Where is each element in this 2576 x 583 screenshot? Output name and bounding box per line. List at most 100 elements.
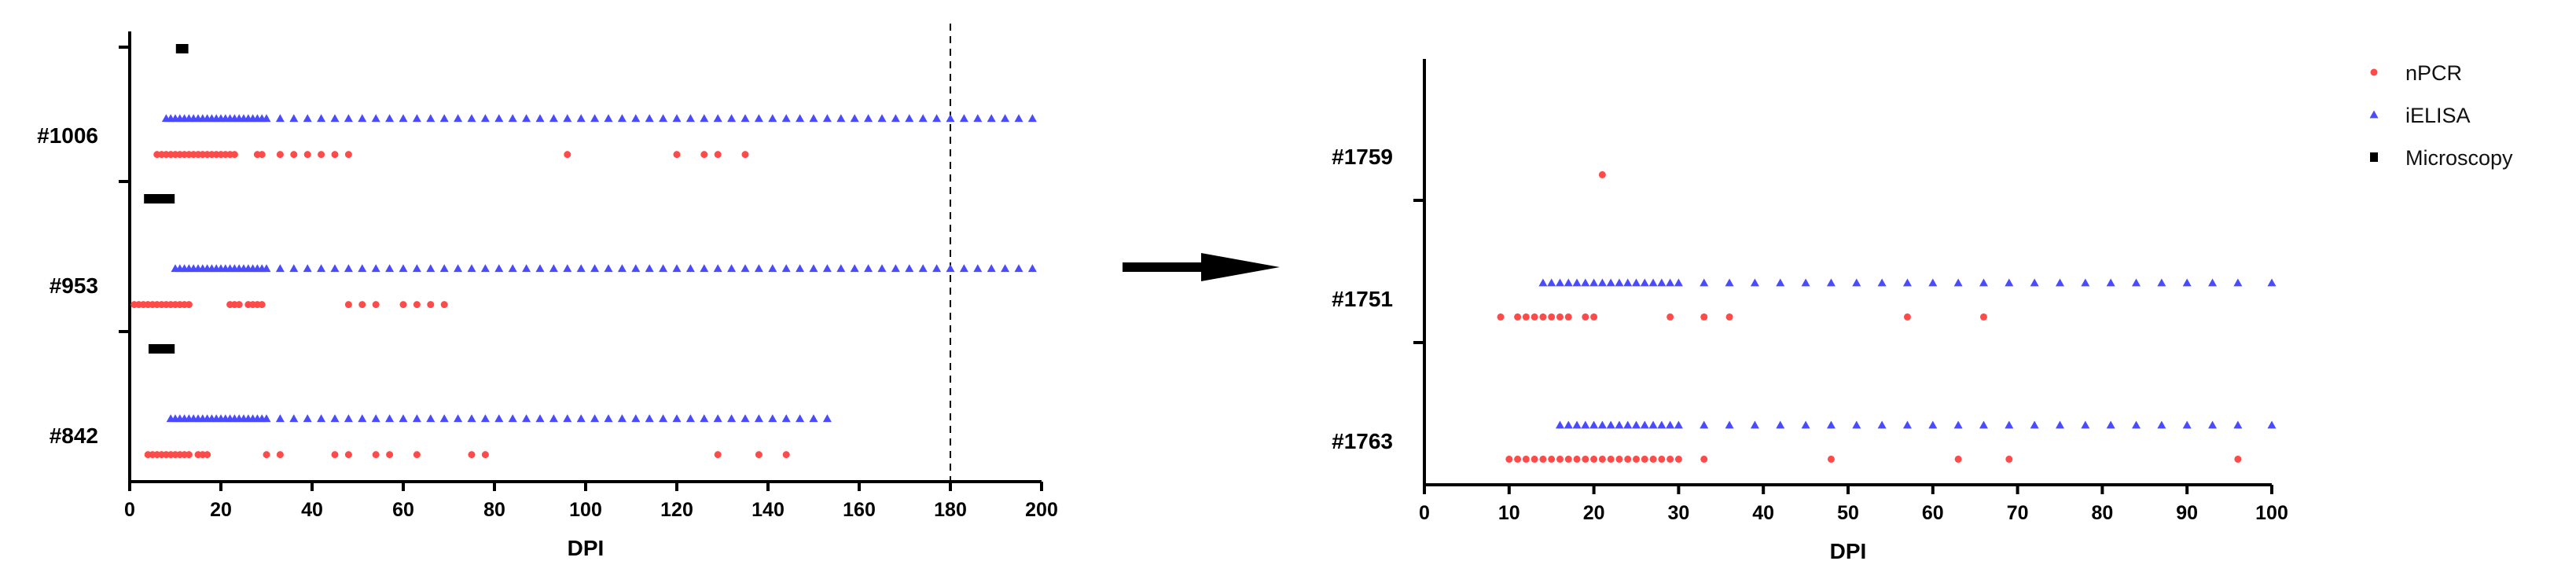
left-x-tick-label: 60 <box>392 499 414 521</box>
left-ielisa-point <box>645 264 654 273</box>
right-npcr-point <box>1674 455 1682 463</box>
left-ielisa-point <box>1027 264 1037 273</box>
left-ielisa-point <box>385 114 395 123</box>
right-npcr-point <box>1641 455 1648 463</box>
left-ielisa-point <box>631 264 641 273</box>
left-ielisa-point <box>672 114 682 123</box>
right-category-label: #1751 <box>1332 287 1393 311</box>
right-ielisa-point <box>1979 420 1988 429</box>
right-ielisa-point <box>2106 278 2115 287</box>
left-ielisa-point <box>1001 264 1010 273</box>
right-ielisa-point <box>1564 278 1573 287</box>
right-npcr-point <box>1556 313 1564 321</box>
left-ielisa-point <box>891 114 900 123</box>
left-ielisa-point <box>454 114 463 123</box>
right-ielisa-point <box>2182 420 2192 429</box>
left-npcr-point <box>230 151 238 159</box>
left-ielisa-point <box>330 264 340 273</box>
left-ielisa-point <box>399 114 408 123</box>
right-ielisa-point <box>1581 420 1590 429</box>
left-ielisa-point <box>1027 114 1037 123</box>
right-npcr-point <box>1573 455 1581 463</box>
left-npcr-point <box>258 301 266 309</box>
right-npcr-point <box>1539 455 1547 463</box>
left-ielisa-point <box>371 414 380 423</box>
left-ielisa-point <box>549 414 558 423</box>
right-ielisa-point <box>2233 278 2243 287</box>
left-ielisa-point <box>317 114 326 123</box>
right-x-tick-label: 60 <box>1922 502 1944 524</box>
left-ielisa-point <box>672 414 682 423</box>
left-npcr-point <box>185 451 193 459</box>
right-npcr-point <box>1548 455 1556 463</box>
legend-label: Microscopy <box>2405 146 2513 170</box>
left-ielisa-point <box>289 114 299 123</box>
right-ielisa-point <box>1852 420 1861 429</box>
left-ielisa-point <box>617 264 627 273</box>
left-ielisa-point <box>781 114 791 123</box>
left-ielisa-point <box>796 414 805 423</box>
right-ielisa-point <box>1725 420 1734 429</box>
left-ielisa-point <box>494 264 504 273</box>
right-npcr-point <box>1903 313 1911 321</box>
left-ielisa-point <box>330 414 340 423</box>
right-ielisa-point <box>1801 278 1810 287</box>
right-npcr-point <box>1615 455 1623 463</box>
right-ielisa-point <box>1826 420 1836 429</box>
left-npcr-point <box>755 451 763 459</box>
left-ielisa-point <box>727 114 737 123</box>
right-ielisa-point <box>2005 278 2014 287</box>
left-ielisa-point <box>617 114 627 123</box>
left-ielisa-point <box>822 264 832 273</box>
right-npcr-point <box>1539 313 1547 321</box>
left-ielisa-point <box>672 264 682 273</box>
right-npcr-point <box>1590 455 1598 463</box>
left-ielisa-point <box>781 264 791 273</box>
left-ielisa-point <box>631 414 641 423</box>
left-ielisa-point <box>768 414 777 423</box>
left-ielisa-point <box>262 414 271 423</box>
left-npcr-point <box>413 301 421 309</box>
left-ielisa-point <box>439 114 449 123</box>
left-npcr-point <box>331 451 339 459</box>
left-ielisa-point <box>439 264 449 273</box>
right-npcr-point <box>1598 170 1606 178</box>
left-category-label: #842 <box>50 424 98 448</box>
right-ielisa-point <box>1725 278 1734 287</box>
left-x-tick-label: 40 <box>301 499 323 521</box>
left-microscopy-point <box>167 194 175 204</box>
left-npcr-point <box>714 451 722 459</box>
left-npcr-point <box>741 151 749 159</box>
left-ielisa-point <box>713 264 722 273</box>
left-x-tick-label: 200 <box>1025 499 1058 521</box>
right-ielisa-point <box>1700 420 1709 429</box>
left-ielisa-point <box>754 264 763 273</box>
right-npcr-point <box>1531 313 1538 321</box>
right-npcr-point <box>1564 313 1572 321</box>
left-ielisa-point <box>454 414 463 423</box>
left-ielisa-point <box>713 414 722 423</box>
left-ielisa-point <box>685 114 695 123</box>
right-ielisa-point <box>1750 420 1759 429</box>
right-ielisa-point <box>1826 278 1836 287</box>
left-ielisa-point <box>426 414 435 423</box>
right-npcr-point <box>1582 313 1589 321</box>
left-ielisa-point <box>631 114 641 123</box>
left-npcr-point <box>714 151 722 159</box>
left-x-tick-label: 140 <box>751 499 785 521</box>
left-category-label: #953 <box>50 273 98 298</box>
right-ielisa-point <box>2157 420 2166 429</box>
right-ielisa-point <box>1589 420 1599 429</box>
right-npcr-point <box>1522 313 1530 321</box>
left-ielisa-point <box>645 414 654 423</box>
right-npcr-point <box>1666 313 1674 321</box>
left-x-axis-label: DPI <box>568 536 604 560</box>
left-ielisa-point <box>344 414 353 423</box>
left-ielisa-point <box>576 114 586 123</box>
left-microscopy-point <box>180 44 189 53</box>
left-npcr-point <box>344 451 352 459</box>
left-ielisa-point <box>809 114 818 123</box>
left-ielisa-point <box>891 264 900 273</box>
right-ielisa-point <box>1657 420 1666 429</box>
left-ielisa-point <box>522 264 531 273</box>
